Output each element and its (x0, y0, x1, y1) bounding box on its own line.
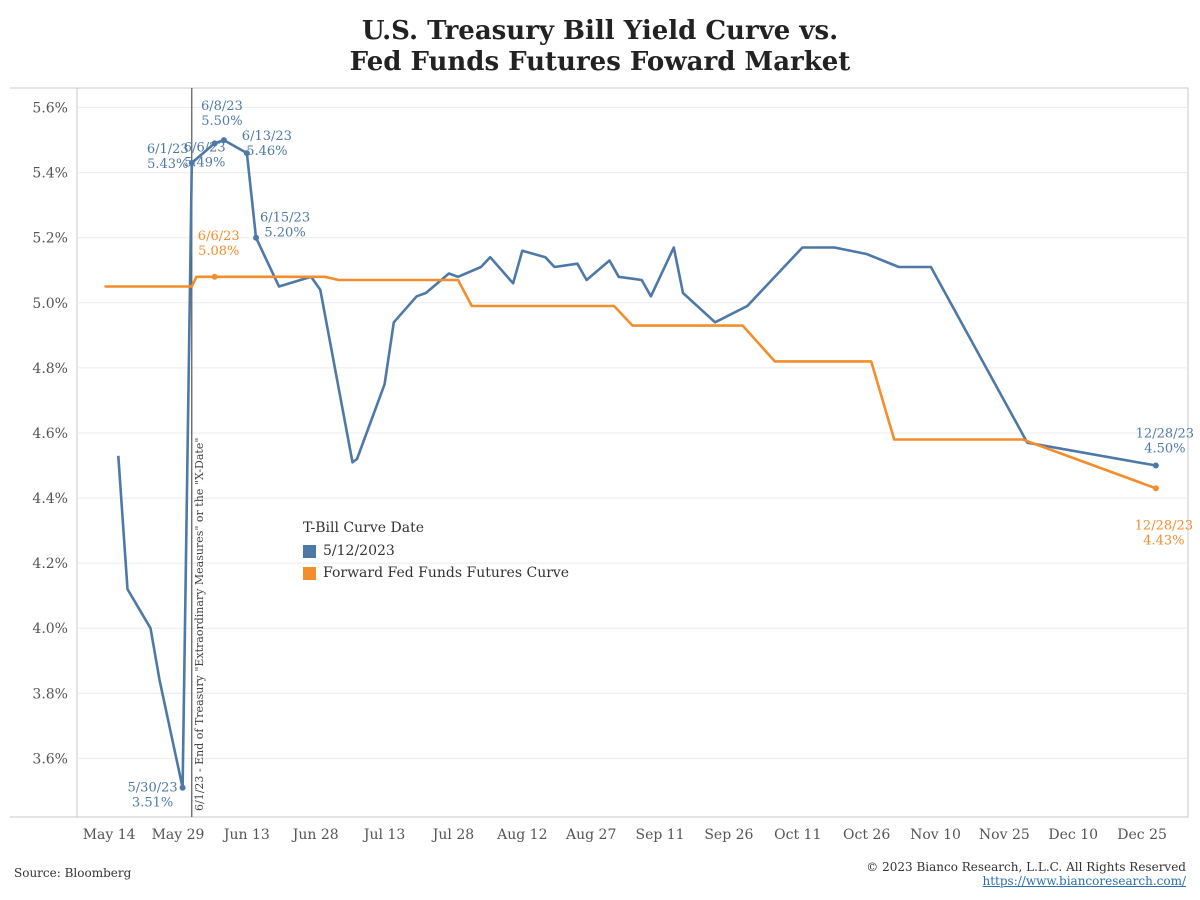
source-note: Source: Bloomberg (14, 866, 132, 880)
series-line-0 (117, 138, 1157, 790)
x-tick-label: Dec 10 (1048, 827, 1098, 843)
annotation-marker (220, 137, 227, 144)
annotation-date-label: 6/8/23 (201, 99, 243, 114)
y-tick-label: 4.4% (32, 491, 68, 507)
annotation-value-label: 5.50% (201, 114, 242, 129)
y-tick-label: 4.8% (32, 361, 68, 377)
annotation-date-label: 6/6/23 (184, 140, 226, 155)
y-tick-label: 5.0% (32, 296, 68, 312)
annotation-date-label: 6/6/23 (198, 229, 240, 244)
annotation-marker (243, 150, 250, 157)
annotation-value-label: 5.20% (264, 226, 305, 241)
annotation-date-label: 6/15/23 (260, 211, 310, 226)
x-tick-label: Jul 13 (362, 827, 405, 843)
y-tick-label: 3.6% (32, 751, 68, 767)
series-line-1 (104, 275, 1157, 490)
x-tick-label: Jun 28 (291, 827, 339, 843)
y-tick-label: 4.2% (32, 556, 68, 572)
annotation-value-label: 5.43% (147, 157, 188, 172)
chart-title: U.S. Treasury Bill Yield Curve vs. Fed F… (0, 16, 1200, 78)
annotation-marker (253, 234, 260, 241)
x-tick-label: Jun 13 (222, 827, 270, 843)
x-tick-label: Aug 12 (496, 827, 547, 843)
annotation-marker (1152, 462, 1159, 469)
annotation-date-label: 6/13/23 (242, 129, 292, 144)
y-tick-label: 4.6% (32, 426, 68, 442)
annotation-value-label: 3.51% (132, 796, 173, 811)
y-tick-label: 3.8% (32, 686, 68, 702)
annotation-value-label: 5.49% (184, 155, 225, 170)
legend-title: T-Bill Curve Date (303, 520, 424, 536)
annotation-marker (211, 273, 218, 280)
chart-title-line2: Fed Funds Futures Foward Market (349, 47, 851, 77)
legend: T-Bill Curve Date 5/12/2023 Forward Fed … (303, 520, 569, 584)
chart-title-line1: U.S. Treasury Bill Yield Curve vs. (361, 16, 839, 46)
x-tick-label: Sep 11 (635, 827, 684, 843)
y-tick-label: 5.6% (32, 101, 68, 117)
annotation-marker (1152, 485, 1159, 492)
website-link[interactable]: https://www.biancoresearch.com/ (982, 874, 1186, 888)
annotation-date-label: 5/30/23 (128, 781, 178, 796)
plot-frame (76, 87, 1189, 818)
annotation-date-label: 12/28/23 (1136, 427, 1194, 442)
annotation-value-label: 5.46% (246, 144, 287, 159)
copyright-block: © 2023 Bianco Research, L.L.C. All Right… (866, 860, 1186, 888)
legend-item-fedfunds: Forward Fed Funds Futures Curve (303, 562, 569, 584)
annotation-value-label: 4.50% (1144, 442, 1185, 457)
legend-label-fedfunds: Forward Fed Funds Futures Curve (323, 565, 570, 581)
x-tick-label: Jul 28 (431, 827, 474, 843)
legend-swatch-fedfunds (303, 566, 316, 580)
x-tick-label: May 14 (83, 827, 136, 843)
x-tick-label: Oct 11 (774, 827, 821, 843)
y-tick-label: 5.4% (32, 166, 68, 182)
x-tick-label: Oct 26 (843, 827, 890, 843)
annotation-date-label: 12/28/23 (1135, 518, 1193, 533)
legend-item-tbill: 5/12/2023 (303, 540, 569, 562)
copyright-text: © 2023 Bianco Research, L.L.C. All Right… (866, 860, 1186, 874)
y-tick-label: 4.0% (32, 621, 68, 637)
legend-label-tbill: 5/12/2023 (323, 543, 395, 559)
x-tick-label: Nov 10 (910, 827, 961, 843)
x-tick-label: Aug 27 (565, 827, 616, 843)
annotation-marker (188, 159, 195, 166)
x-tick-label: Nov 25 (979, 827, 1030, 843)
annotation-value-label: 5.08% (198, 244, 239, 259)
annotation-marker (211, 140, 218, 147)
annotation-marker (179, 784, 186, 791)
x-date-line-label: 6/1/23 - End of Treasury "Extraordinary … (193, 438, 206, 811)
annotation-value-label: 4.43% (1143, 533, 1184, 548)
x-tick-label: Dec 25 (1117, 827, 1167, 843)
y-tick-label: 5.2% (32, 231, 68, 247)
annotation-date-label: 6/1/23 (147, 142, 189, 157)
legend-swatch-tbill (303, 544, 316, 558)
x-tick-label: May 29 (152, 827, 205, 843)
x-tick-label: Sep 26 (704, 827, 753, 843)
